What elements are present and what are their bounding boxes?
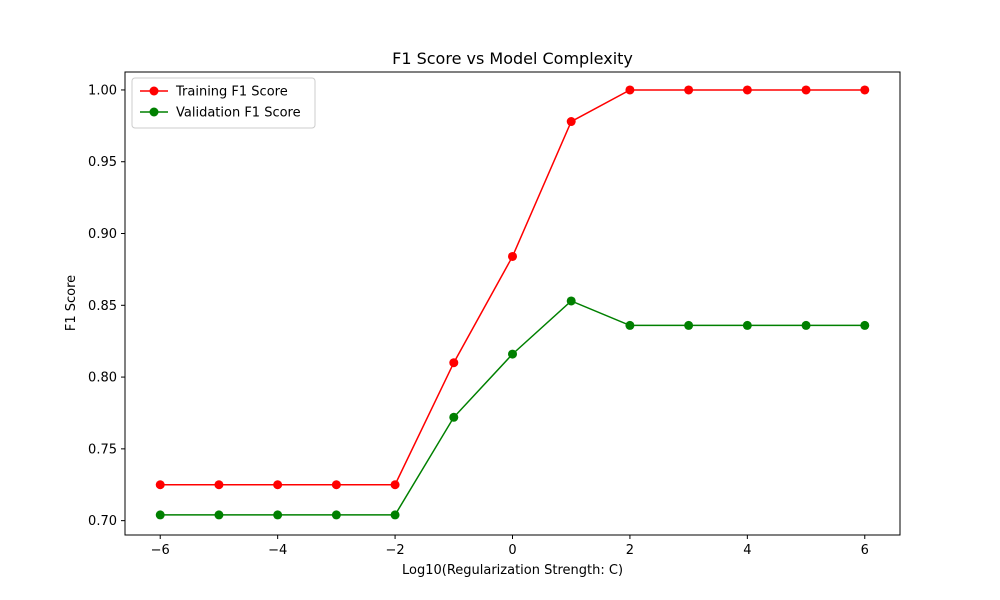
y-tick-label: 0.80	[88, 371, 117, 386]
series-1-point	[331, 510, 341, 520]
series-0-point	[214, 480, 224, 490]
series-1-point	[860, 320, 870, 330]
y-tick-label: 1.00	[88, 83, 117, 98]
legend-marker-1	[149, 107, 159, 117]
axes: −6 −4 −2 0 2 4 6 0.70 0.75 0.80 0.85 0.90 0.95 1.00	[88, 71, 901, 558]
series-0-point	[331, 480, 341, 490]
series-0-point	[684, 85, 694, 95]
series-1-point	[214, 510, 224, 520]
series-1-point	[625, 320, 635, 330]
series-0-point	[449, 358, 459, 368]
series-0-point	[801, 85, 811, 95]
x-tick-label: −6	[151, 543, 170, 558]
legend-entry-0: Training F1 Score	[175, 85, 288, 100]
y-tick-label: 0.85	[88, 299, 117, 314]
plot-area	[155, 85, 870, 520]
series-0-point	[742, 85, 752, 95]
x-tick-label: −2	[385, 543, 404, 558]
series-0-point	[566, 117, 576, 127]
y-axis-label: F1 Score	[64, 275, 79, 331]
x-tick-label: 2	[626, 543, 634, 558]
series-0-point	[625, 85, 635, 95]
x-tick-label: 4	[743, 543, 751, 558]
y-tick-label: 0.90	[88, 227, 117, 242]
legend: Training F1 Score Validation F1 Score	[131, 77, 316, 129]
series-1-point	[801, 320, 811, 330]
series-0-point	[508, 251, 517, 261]
series-1-point	[566, 296, 576, 306]
x-tick-label: 6	[861, 543, 869, 558]
legend-entry-1: Validation F1 Score	[176, 106, 301, 121]
y-tick-label: 0.75	[88, 442, 117, 457]
series-0-point	[390, 480, 400, 490]
series-1-point	[155, 510, 165, 520]
series-0-point	[273, 480, 283, 490]
series-1-point	[390, 510, 400, 520]
legend-marker-0	[149, 86, 159, 96]
legend-box	[131, 77, 316, 129]
series-1-point	[742, 320, 752, 330]
x-tick-label: −4	[268, 543, 287, 558]
series-1-point	[273, 510, 283, 520]
series-0-point	[155, 480, 165, 490]
series-1-point	[684, 320, 694, 330]
series-1-point	[449, 412, 459, 422]
series-0-point	[860, 85, 870, 95]
x-axis-label: Log10(Regularization Strength: C)	[402, 563, 623, 578]
y-tick-label: 0.95	[88, 155, 117, 170]
x-tick-label: 0	[508, 543, 516, 558]
chart-title: F1 Score vs Model Complexity	[392, 49, 633, 68]
y-tick-label: 0.70	[88, 514, 117, 529]
series-1-point	[508, 349, 517, 359]
